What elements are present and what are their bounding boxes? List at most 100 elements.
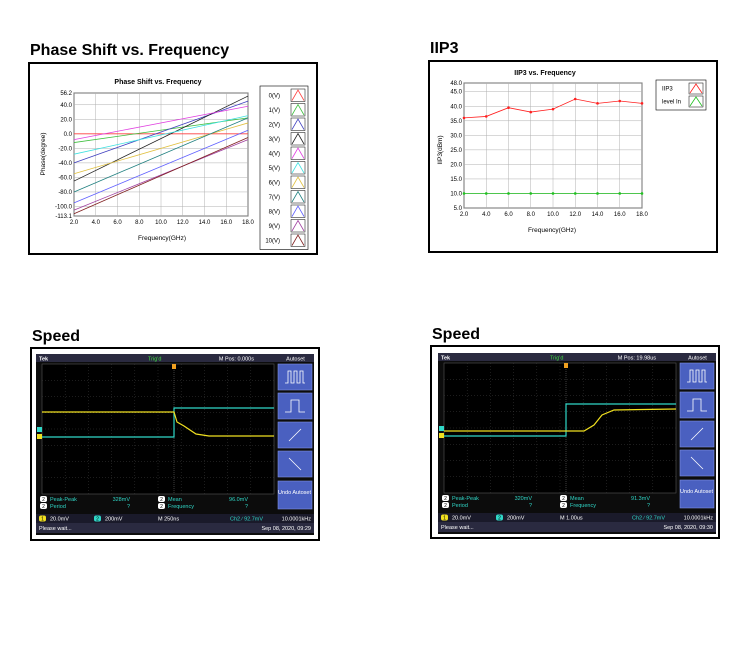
iip3-section-title: IIP3 — [430, 40, 459, 57]
phase-chart: Phase Shift vs. Frequency Frequency(GHz)… — [40, 79, 309, 250]
ch1-badge-number: 1 — [41, 517, 44, 523]
measurement-value: ? — [529, 503, 532, 509]
data-point — [484, 192, 488, 195]
data-point — [551, 192, 555, 195]
y-tick-label: -60.0 — [58, 175, 72, 181]
data-point — [484, 115, 488, 118]
legend-swatch-icon — [291, 190, 305, 203]
legend-swatch-icon — [291, 205, 305, 217]
ch1-scale: 20.0mV — [50, 517, 69, 523]
trigger-frequency: 10.0001kHz — [282, 517, 312, 523]
measurement-channel-badge — [442, 495, 449, 501]
speed-section-title-2: Speed — [432, 326, 481, 343]
series-line-3(V) — [73, 95, 249, 182]
x-tick-label: 2.0 — [70, 220, 79, 226]
rising-edge-icon — [288, 428, 302, 442]
y-tick-label: 35.0 — [450, 119, 462, 125]
legend-swatch-icon — [291, 103, 305, 116]
x-tick-label: 14.0 — [592, 212, 604, 218]
legend-swatch — [688, 82, 704, 95]
iip3-chart-title: IIP3 vs. Frequency — [514, 70, 576, 77]
scope-menu-header — [277, 354, 314, 362]
data-point — [529, 110, 533, 114]
x-tick-label: 6.0 — [113, 220, 122, 226]
ch1-badge — [39, 515, 46, 522]
scope-panel-2: Tek Trig'd M Pos: 19.98us Autoset Undo Autos… — [430, 345, 720, 539]
measurement-value: ? — [245, 504, 248, 510]
legend-swatch-icon — [291, 176, 305, 188]
y-tick-label: -100.0 — [55, 204, 73, 210]
channel-2-waveform — [444, 403, 676, 437]
data-point — [462, 192, 466, 195]
x-tick-label: 6.0 — [504, 212, 513, 218]
legend-swatch — [290, 146, 306, 160]
data-point — [596, 192, 599, 195]
iip3-plot-area: 48.0 45.0 40.0 35.0 30.0 25.0 20.0 15.0 10.0 5.02… — [450, 81, 648, 218]
legend-swatch — [290, 88, 306, 102]
x-tick-label: 16.0 — [220, 220, 232, 226]
measurement-channel-badge — [158, 496, 165, 502]
measurement-label: Peak-Peak — [50, 497, 77, 503]
legend-label: 10(V) — [265, 238, 280, 244]
measurement-channel-number: 2 — [42, 497, 45, 503]
series-line-7(V) — [73, 117, 249, 193]
trigger-setting: Ch2 ∕ 92.7mV — [230, 517, 263, 523]
x-tick-label: 12.0 — [177, 220, 189, 226]
falling-edge-icon — [288, 457, 302, 471]
legend-swatch-icon — [689, 83, 703, 94]
series-line-10(V) — [73, 137, 249, 215]
scope-brand: Tek — [39, 357, 49, 363]
legend-swatch — [290, 117, 306, 131]
x-tick-label: 18.0 — [636, 212, 648, 218]
oscilloscope-screen-1: Tek Trig'd M Pos: 0.000s Autoset Undo Autose… — [36, 354, 314, 535]
phase-legend: 0(V) 1(V) 2(V) 3(V) 4(V) 5(V) 6(V) 7(V) 8(V) 9(V)… — [259, 85, 309, 250]
y-tick-label: -80.0 — [58, 190, 72, 196]
y-tick-label: 20.0 — [60, 117, 72, 123]
phase-chart-title: Phase Shift vs. Frequency — [114, 79, 201, 86]
measurement-channel-badge — [560, 502, 567, 508]
trigger-setting: Ch2 ∕ 92.7mV — [632, 516, 665, 522]
y-tick-label: 25.0 — [450, 148, 462, 154]
scope-trigger-marker — [172, 364, 176, 369]
measurement-value: 320mV — [515, 496, 533, 502]
data-point — [618, 99, 622, 103]
scope-undo-label: Undo Autoset — [680, 489, 713, 495]
legend-label: IIP3 — [662, 86, 673, 92]
y-tick-label: 5.0 — [454, 206, 463, 212]
legend-label: 5(V) — [269, 166, 280, 172]
legend-swatch — [290, 132, 306, 146]
scope-menu-button — [277, 363, 313, 391]
iip3-y-axis-label: IIP3(dBm) — [437, 135, 444, 164]
scope-undo-autoset-button — [679, 479, 715, 509]
timebase: M 1.00us — [560, 516, 583, 522]
measurement-label: Period — [50, 504, 66, 510]
iip3-legend: IIP3 level In — [655, 79, 707, 111]
scope-trigger-status: Trig'd — [550, 356, 563, 362]
scope-message-bar — [36, 523, 314, 533]
channel-2-waveform — [42, 407, 274, 438]
x-tick-label: 8.0 — [135, 220, 144, 226]
scope-date: Sep 08, 2020, 09:29 — [261, 526, 311, 532]
legend-swatch-icon — [291, 118, 305, 130]
data-point — [640, 102, 644, 105]
measurement-value: ? — [647, 503, 650, 509]
legend-label: 4(V) — [269, 151, 280, 157]
ch2-badge-number: 2 — [96, 517, 99, 523]
scope-top-bar — [438, 353, 716, 361]
scope-status-bar — [438, 513, 716, 522]
legend-swatch — [290, 103, 306, 117]
scope-undo-autoset-button — [277, 480, 313, 510]
scope-status-message: Please wait... — [441, 525, 474, 531]
iip3-x-axis-label: Frequency(GHz) — [528, 227, 576, 234]
legend-swatch — [290, 161, 306, 175]
measurement-label: Mean — [168, 497, 182, 503]
data-point — [507, 192, 510, 195]
speed-section-title-1: Speed — [32, 328, 81, 345]
data-point — [640, 192, 644, 195]
measurement-channel-number: 2 — [444, 496, 447, 502]
measurement-value: 91.3mV — [631, 496, 650, 502]
y-tick-label: 0.0 — [64, 132, 73, 138]
scope-menu-button — [277, 392, 313, 420]
x-tick-label: 4.0 — [92, 220, 101, 226]
phase-x-axis-label: Frequency(GHz) — [138, 235, 186, 242]
